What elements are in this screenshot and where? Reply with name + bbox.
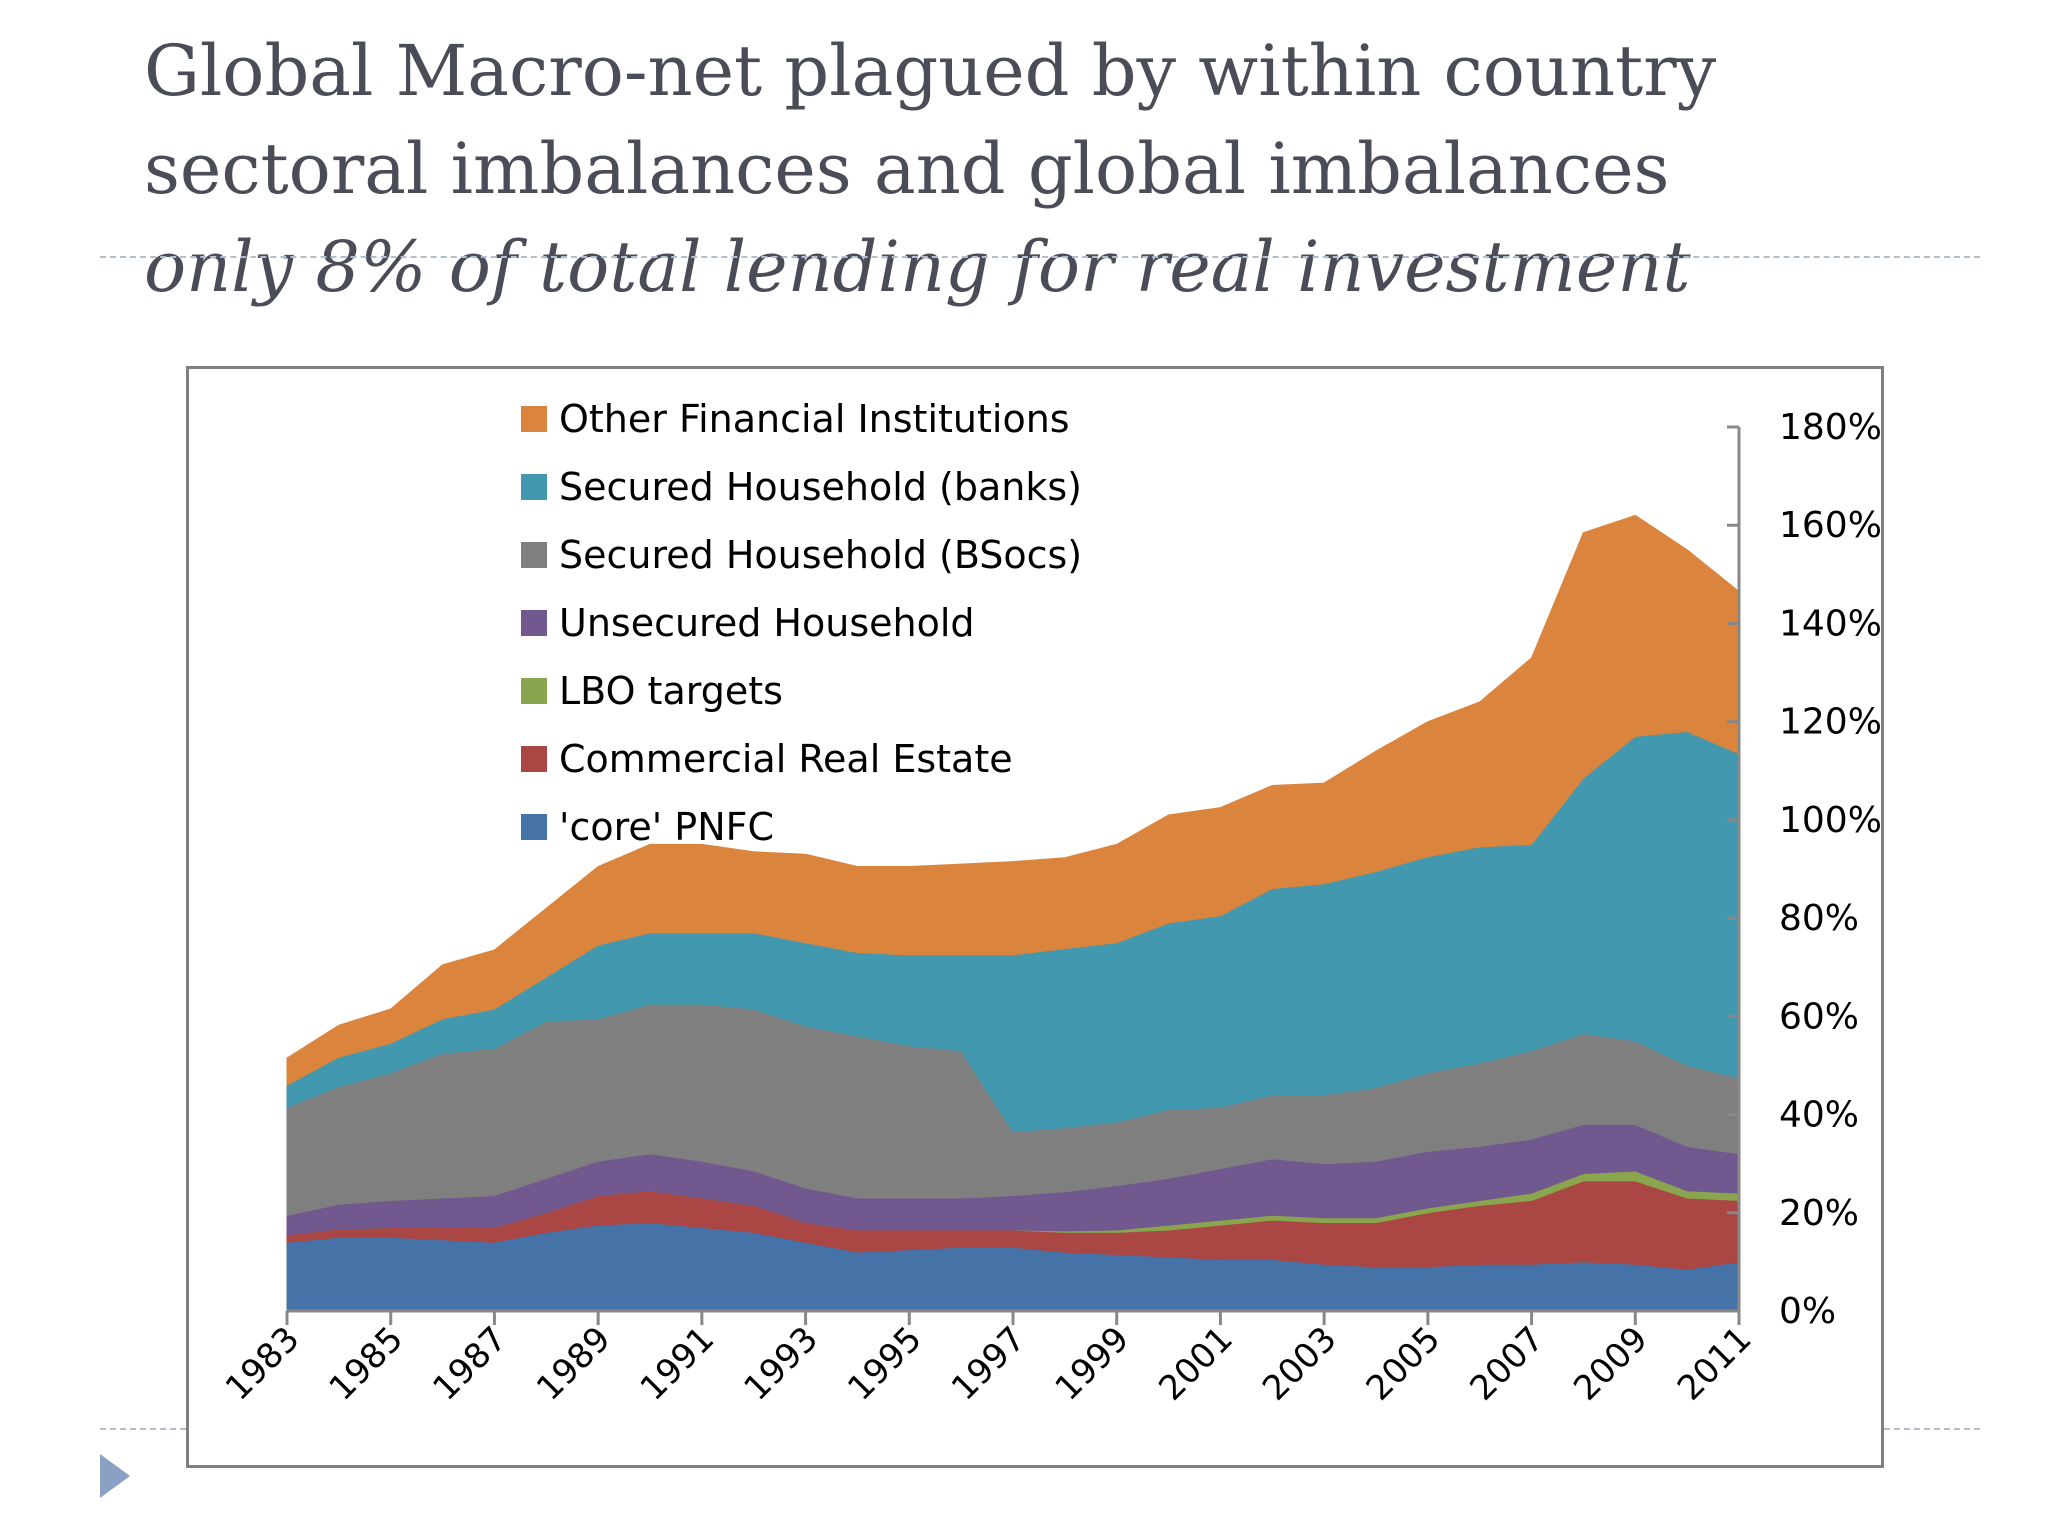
y-tick-label: 20% (1779, 1193, 1859, 1234)
slide-bullet-arrow-icon (100, 1454, 130, 1498)
x-tick-label: 2005 (1359, 1319, 1448, 1408)
x-tick-label: 2001 (1151, 1319, 1240, 1408)
x-tick-label: 2007 (1462, 1319, 1551, 1408)
legend-item-secured-household-bsocs: Secured Household (BSocs) (521, 533, 1082, 577)
legend-item-secured-household-banks: Secured Household (banks) (521, 465, 1082, 509)
legend-label: Unsecured Household (559, 601, 975, 645)
x-tick-label: 1985 (322, 1319, 411, 1408)
x-tick-label: 2003 (1255, 1319, 1344, 1408)
y-tick-label: 140% (1779, 603, 1881, 644)
title-line-1: Global Macro-net plagued by within count… (144, 30, 1717, 112)
x-tick-label: 2011 (1670, 1319, 1759, 1408)
legend-label: 'core' PNFC (559, 805, 774, 849)
y-tick-label: 180% (1779, 407, 1881, 448)
legend-swatch (521, 474, 547, 500)
legend-swatch (521, 542, 547, 568)
slide-title: Global Macro-net plagued by within count… (144, 22, 2024, 316)
series-areas (286, 514, 1740, 1312)
legend-swatch (521, 746, 547, 772)
legend-item-unsecured-household: Unsecured Household (521, 601, 975, 645)
x-tick-label: 1983 (218, 1319, 307, 1408)
y-tick-label: 0% (1779, 1291, 1836, 1332)
legend-label: Secured Household (banks) (559, 465, 1082, 509)
y-tick-label: 100% (1779, 800, 1881, 841)
y-tick-label: 120% (1779, 702, 1881, 743)
legend-label: Other Financial Institutions (559, 397, 1070, 441)
legend-swatch (521, 814, 547, 840)
x-tick-label: 1993 (736, 1319, 825, 1408)
chart-frame: 1983 1985 1987 1989 1991 1993 1995 1997 1999 2001… (186, 366, 1884, 1468)
top-divider (100, 256, 1980, 258)
legend-label: Commercial Real Estate (559, 737, 1013, 781)
x-tick-label: 1997 (944, 1319, 1033, 1408)
x-tick-label: 1991 (633, 1319, 722, 1408)
x-tick-label: 2009 (1566, 1319, 1655, 1408)
x-tick-label: 1987 (425, 1319, 514, 1408)
legend-item-lbo-targets: LBO targets (521, 669, 783, 713)
x-tick-label: 1989 (529, 1319, 618, 1408)
legend-label: Secured Household (BSocs) (559, 533, 1082, 577)
slide-subtitle: only 8% of total lending for real invest… (144, 226, 1691, 308)
legend-swatch (521, 610, 547, 636)
y-tick-label: 80% (1779, 898, 1859, 939)
y-tick-label: 60% (1779, 996, 1859, 1037)
y-tick-label: 40% (1779, 1095, 1859, 1136)
y-tick-label: 160% (1779, 505, 1881, 546)
legend-item-other-financial-institutions: Other Financial Institutions (521, 397, 1070, 441)
legend-item-commercial-real-estate: Commercial Real Estate (521, 737, 1013, 781)
stacked-area-chart: 1983 1985 1987 1989 1991 1993 1995 1997 1999 2001… (218, 397, 1881, 1409)
chart-legend: Other Financial Institutions Secured Hous… (521, 397, 1082, 849)
x-tick-label: 1999 (1048, 1319, 1137, 1408)
x-tick-label: 1995 (840, 1319, 929, 1408)
legend-item-core-pnfc: 'core' PNFC (521, 805, 774, 849)
legend-label: LBO targets (559, 669, 783, 713)
title-line-2: sectoral imbalances and global imbalance… (144, 128, 1670, 210)
legend-swatch (521, 406, 547, 432)
legend-swatch (521, 678, 547, 704)
